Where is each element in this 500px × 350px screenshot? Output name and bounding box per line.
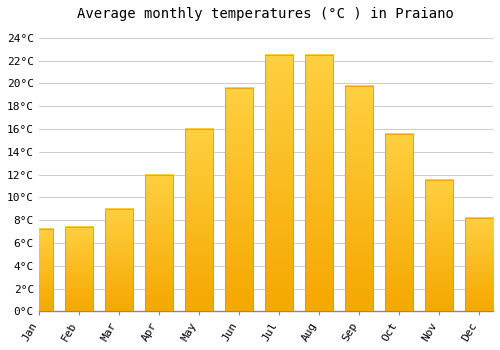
- Bar: [425, 180, 453, 312]
- Bar: [105, 209, 133, 312]
- Bar: [25, 229, 53, 312]
- Bar: [465, 218, 493, 312]
- Bar: [105, 209, 133, 312]
- Bar: [385, 133, 413, 312]
- Bar: [265, 55, 293, 312]
- Bar: [225, 88, 253, 312]
- Bar: [185, 129, 213, 312]
- Bar: [305, 55, 333, 312]
- Bar: [145, 175, 173, 312]
- Bar: [65, 227, 93, 312]
- Bar: [345, 86, 373, 312]
- Bar: [345, 86, 373, 312]
- Bar: [265, 55, 293, 312]
- Bar: [185, 129, 213, 312]
- Bar: [305, 55, 333, 312]
- Bar: [65, 227, 93, 312]
- Bar: [225, 88, 253, 312]
- Bar: [385, 133, 413, 312]
- Title: Average monthly temperatures (°C ) in Praiano: Average monthly temperatures (°C ) in Pr…: [78, 7, 454, 21]
- Bar: [425, 180, 453, 312]
- Bar: [145, 175, 173, 312]
- Bar: [465, 218, 493, 312]
- Bar: [25, 229, 53, 312]
